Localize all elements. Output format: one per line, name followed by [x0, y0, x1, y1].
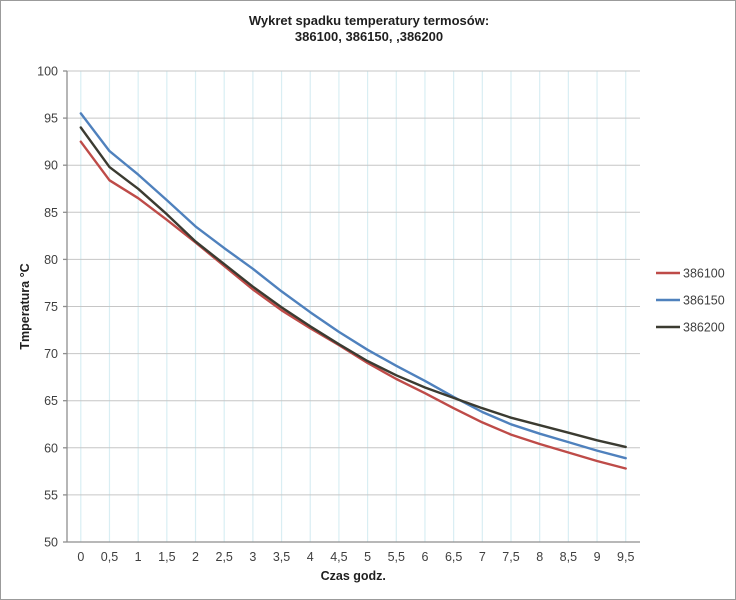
legend-label-386150: 386150 [683, 294, 725, 308]
y-axis-title: Tmperatura °C [18, 263, 32, 349]
y-tick-label: 100 [37, 65, 58, 79]
x-tick-label: 6,5 [445, 550, 462, 564]
y-tick-label: 80 [44, 253, 58, 267]
x-tick-label: 9,5 [617, 550, 634, 564]
x-tick-label: 7 [479, 550, 486, 564]
y-tick-label: 65 [44, 394, 58, 408]
x-tick-label: 3 [249, 550, 256, 564]
x-tick-label: 5 [364, 550, 371, 564]
x-tick-label: 1 [135, 550, 142, 564]
y-tick-label: 95 [44, 112, 58, 126]
y-tick-label: 60 [44, 441, 58, 455]
y-tick-label: 85 [44, 206, 58, 220]
chart-title-line2: 386100, 386150, ,386200 [294, 29, 444, 44]
x-tick-label: 2,5 [216, 550, 233, 564]
y-tick-label: 75 [44, 300, 58, 314]
x-tick-label: 0,5 [101, 550, 118, 564]
x-axis-title: Czas godz. [321, 569, 386, 583]
x-tick-label: 7,5 [502, 550, 519, 564]
x-tick-label: 3,5 [273, 550, 290, 564]
x-tick-label: 6 [421, 550, 428, 564]
y-tick-label: 50 [44, 536, 58, 550]
x-tick-label: 5,5 [388, 550, 405, 564]
chart-title-line1: Wykret spadku temperatury termosów: [248, 13, 490, 28]
x-tick-label: 8 [536, 550, 543, 564]
series-line-386100 [79, 140, 627, 470]
legend-label-386200: 386200 [683, 321, 725, 335]
y-tick-label: 90 [44, 159, 58, 173]
x-tick-label: 4 [307, 550, 314, 564]
x-tick-label: 2 [192, 550, 199, 564]
x-tick-label: 1,5 [158, 550, 175, 564]
chart-title: Wykret spadku temperatury termosów: 3861… [1, 13, 735, 45]
series-line-386150 [79, 112, 627, 460]
x-tick-label: 9 [594, 550, 601, 564]
series-line-386200 [79, 126, 627, 449]
legend-label-386100: 386100 [683, 267, 725, 281]
x-tick-label: 8,5 [560, 550, 577, 564]
y-tick-label: 70 [44, 347, 58, 361]
y-tick-label: 55 [44, 488, 58, 502]
x-tick-label: 0 [77, 550, 84, 564]
x-tick-label: 4,5 [330, 550, 347, 564]
